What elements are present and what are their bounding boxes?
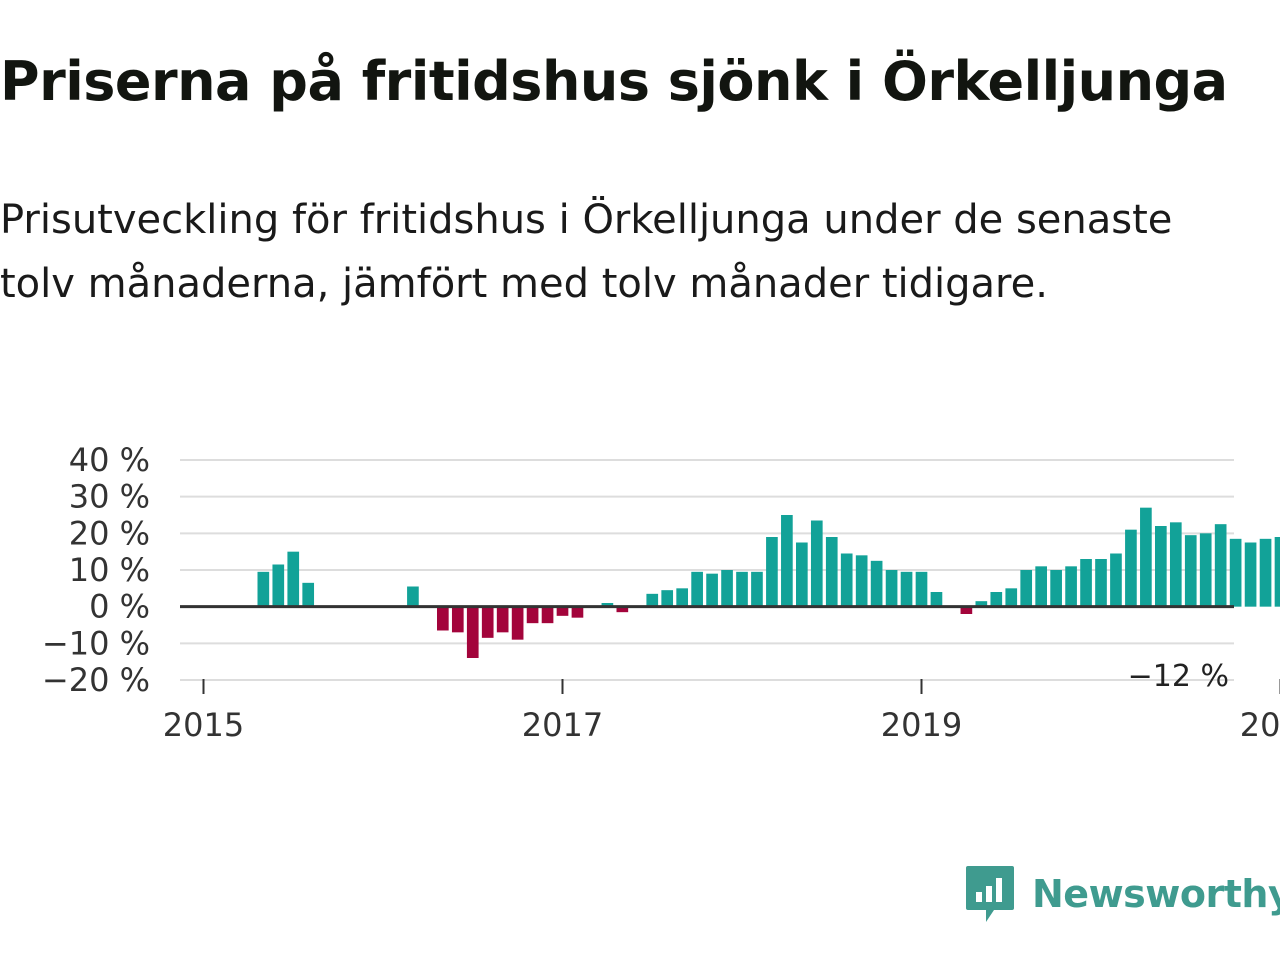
bar xyxy=(571,606,584,618)
y-tick-label: 10 % xyxy=(69,551,150,589)
bar xyxy=(481,606,494,638)
bar xyxy=(511,606,524,640)
bar xyxy=(676,588,688,607)
bar xyxy=(736,571,748,607)
y-tick-label: 0 % xyxy=(89,588,150,626)
y-axis-labels: 40 %30 %20 %10 %0 %−10 %−20 % xyxy=(42,441,150,699)
x-axis: 201520172019202120232025 xyxy=(163,679,1280,744)
bar xyxy=(1214,524,1227,607)
bar xyxy=(1229,538,1242,607)
bar-chart: 40 %30 %20 %10 %0 %−10 %−20 % 2015 2017 20… xyxy=(42,441,1280,744)
bar xyxy=(1035,566,1047,607)
bar xyxy=(751,571,763,607)
brand-name: Newsworthy xyxy=(1032,872,1280,916)
bar xyxy=(272,564,285,607)
bar xyxy=(1244,542,1257,607)
bar xyxy=(810,520,823,607)
bar xyxy=(885,570,898,607)
chart-title: Priserna på fritidshus sjönk i Örkelljun… xyxy=(0,50,1228,113)
bar xyxy=(1005,588,1018,607)
x-tick-label: 2015 xyxy=(163,706,244,744)
bar xyxy=(960,606,973,614)
y-tick-label: −20 % xyxy=(42,661,150,699)
bars xyxy=(257,507,1280,658)
bar xyxy=(1125,529,1137,607)
bar xyxy=(407,586,419,607)
bar xyxy=(287,551,300,607)
bar xyxy=(257,571,270,607)
bar xyxy=(526,606,539,624)
bar xyxy=(840,553,853,607)
bar xyxy=(451,606,464,633)
bar xyxy=(1020,570,1033,607)
y-tick-label: 30 % xyxy=(69,478,150,516)
newsworthy-logo-icon xyxy=(966,866,1014,922)
bar xyxy=(616,606,629,613)
bar xyxy=(975,601,988,607)
bar xyxy=(900,571,913,607)
last-value-label: −12 % xyxy=(1128,659,1229,694)
bar xyxy=(1110,553,1122,607)
bar xyxy=(437,606,449,631)
bar xyxy=(1169,522,1182,607)
y-tick-label: 20 % xyxy=(69,514,150,552)
bar xyxy=(646,593,659,607)
bar xyxy=(796,542,808,607)
bar xyxy=(1199,533,1212,607)
grid-lines xyxy=(180,459,1234,681)
bar xyxy=(781,515,793,607)
bar xyxy=(1080,559,1092,607)
bar xyxy=(930,592,943,607)
bar xyxy=(691,571,703,607)
x-tick-label: 2019 xyxy=(881,706,962,744)
bar xyxy=(661,590,674,607)
bar xyxy=(721,570,733,607)
bar xyxy=(990,592,1003,607)
bar xyxy=(466,606,479,658)
chart-subtitle: Prisutveckling för fritidshus i Örkellju… xyxy=(0,197,1173,307)
bar xyxy=(915,571,928,607)
bar xyxy=(1184,535,1197,607)
bar xyxy=(1065,566,1077,607)
bar xyxy=(541,606,554,624)
x-tick-label: 2017 xyxy=(522,706,603,744)
bar xyxy=(1155,526,1167,607)
bar xyxy=(870,560,883,607)
y-tick-label: −10 % xyxy=(42,624,150,662)
bar xyxy=(556,606,569,616)
y-tick-label: 40 % xyxy=(69,441,150,479)
bar xyxy=(766,537,778,607)
bar xyxy=(706,573,718,607)
x-tick-label: 2021 xyxy=(1240,706,1280,744)
brand: Newsworthy xyxy=(964,864,1280,924)
bar xyxy=(1050,570,1062,607)
bar xyxy=(601,603,614,607)
bar xyxy=(1095,559,1107,607)
bar xyxy=(302,582,315,607)
bar xyxy=(1259,538,1272,607)
bar xyxy=(1140,507,1152,607)
bar xyxy=(1274,537,1280,607)
bar xyxy=(496,606,509,633)
bar xyxy=(825,537,838,607)
bar xyxy=(855,555,868,607)
